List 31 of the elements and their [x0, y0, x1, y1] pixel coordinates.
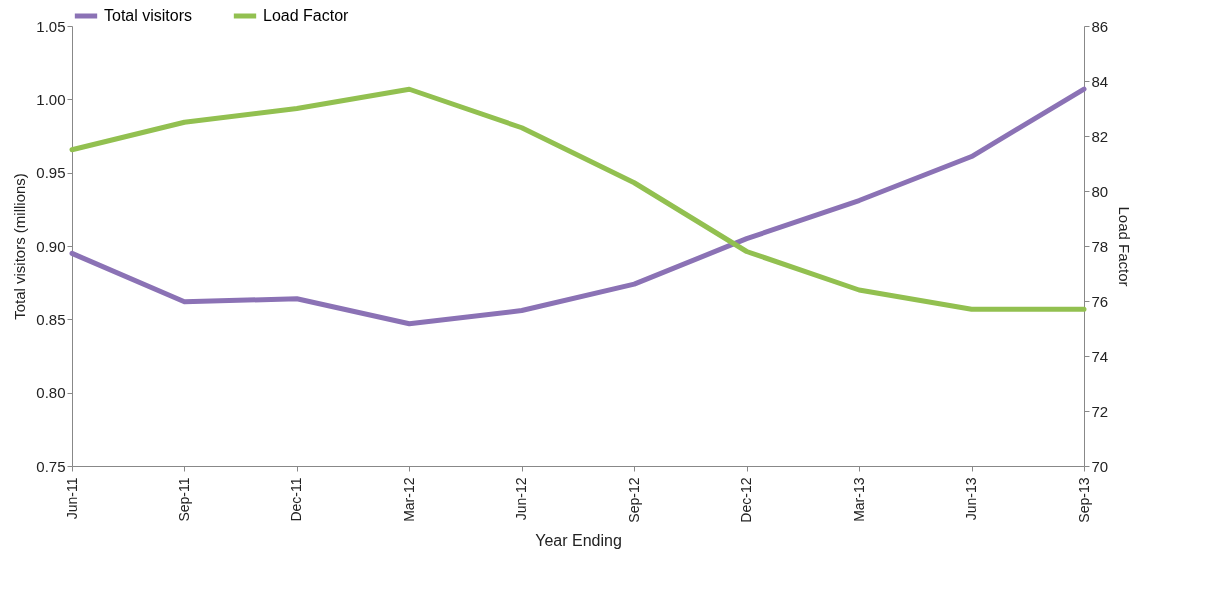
y2-tick-label: 74 — [1091, 347, 1109, 365]
y-tick-label: 1.05 — [36, 17, 66, 35]
y-tick-label: 1.00 — [36, 90, 66, 108]
x-axis-title: Year Ending — [535, 531, 622, 549]
x-tick-label: Sep-12 — [625, 477, 642, 523]
x-tick-label: Mar-12 — [400, 477, 417, 522]
y2-tick-label: 86 — [1091, 17, 1109, 35]
y-tick-label: 0.80 — [36, 384, 66, 402]
x-tick-label: Dec-12 — [738, 477, 755, 523]
x-tick-label: Jun-11 — [63, 477, 80, 520]
x-tick-label: Jun-12 — [513, 477, 530, 521]
y-tick-label: 0.75 — [36, 457, 66, 475]
x-tick-label: Mar-13 — [850, 477, 867, 522]
y2-axis-title: Load Factor — [1116, 206, 1134, 287]
y2-tick-label: 70 — [1091, 457, 1109, 475]
y2-tick-label: 82 — [1091, 127, 1109, 145]
x-tick-label: Dec-11 — [288, 477, 305, 522]
legend-label: Total visitors — [104, 7, 193, 24]
y-tick-label: 0.90 — [36, 237, 66, 255]
legend-label: Load Factor — [263, 7, 350, 24]
y2-tick-label: 78 — [1091, 237, 1109, 255]
x-tick-label: Sep-11 — [175, 477, 192, 522]
y-tick-label: 0.95 — [36, 164, 66, 182]
y2-tick-label: 84 — [1091, 72, 1109, 90]
y-tick-label: 0.85 — [36, 310, 66, 328]
x-tick-label: Jun-13 — [963, 477, 980, 521]
y2-tick-label: 76 — [1091, 292, 1109, 310]
y2-tick-label: 72 — [1091, 402, 1109, 420]
y2-tick-label: 80 — [1091, 182, 1109, 200]
y-axis-title: Total visitors (millions) — [11, 173, 29, 320]
x-tick-label: Sep-13 — [1075, 477, 1092, 523]
